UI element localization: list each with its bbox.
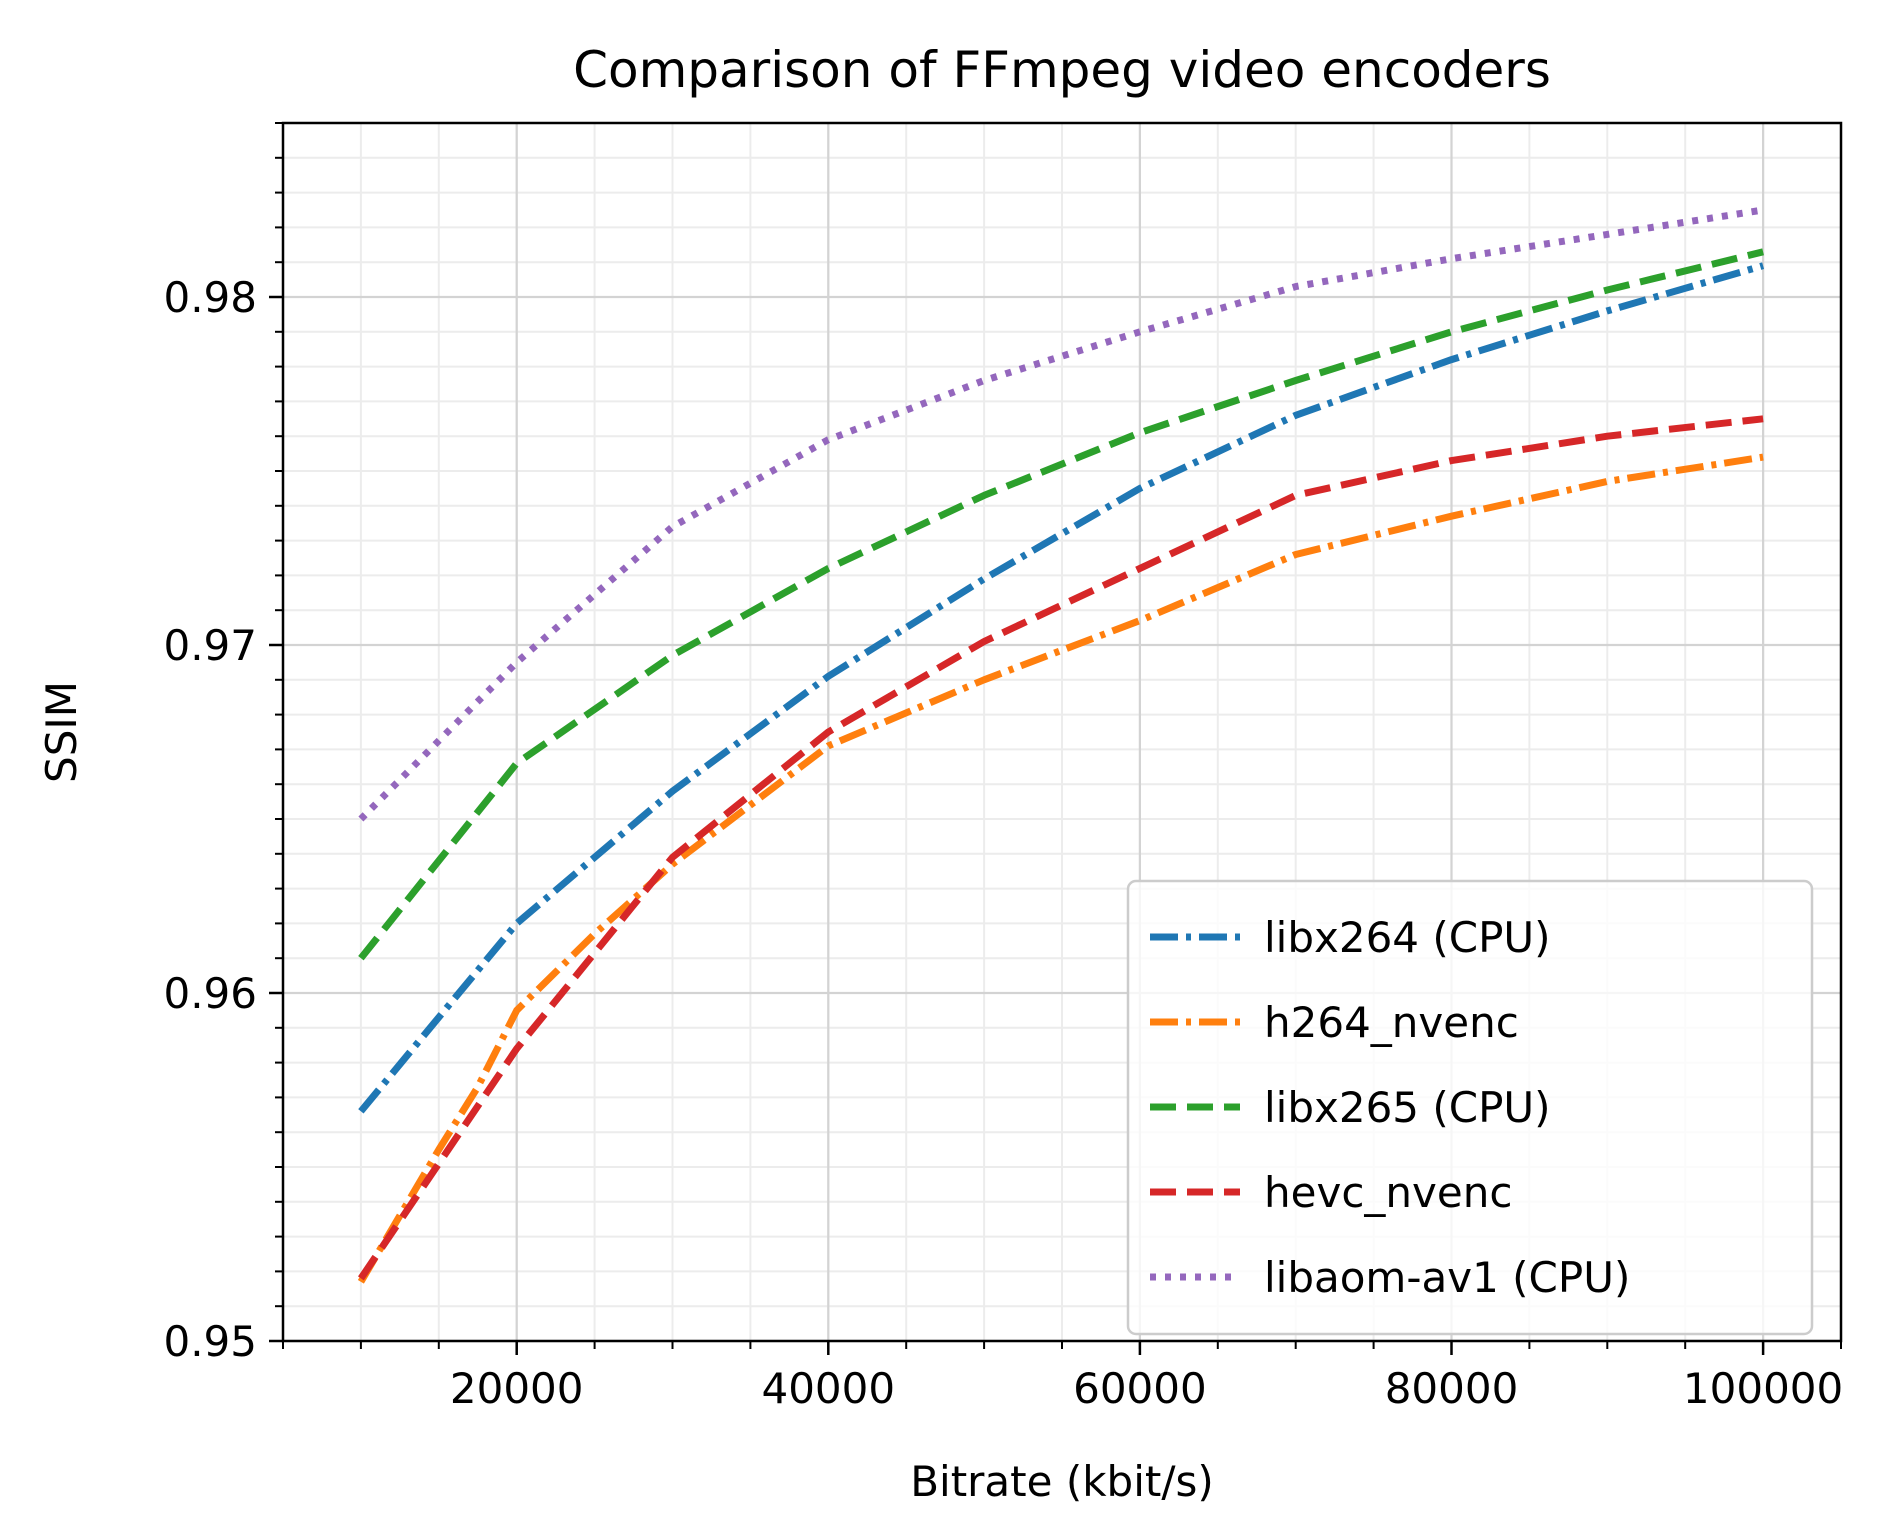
series-line-1 — [358, 262, 1765, 1114]
y-tick-label: 0.97 — [163, 621, 257, 670]
legend-box — [1126, 879, 1814, 1336]
y-tick-label: 0.96 — [163, 969, 257, 1018]
x-tick-label: 100000 — [1683, 1364, 1843, 1413]
series-lines — [357, 206, 1765, 1284]
y-axis-label: SSIM — [37, 681, 86, 783]
x-tick-label: 60000 — [1073, 1364, 1207, 1413]
y-tick-label: 0.98 — [163, 273, 257, 322]
x-tick-label: 40000 — [761, 1364, 895, 1413]
legend-label-1: libx264 (CPU) — [1264, 913, 1551, 962]
x-axis-label: Bitrate (kbit/s) — [910, 1457, 1214, 1506]
legend-label-3: libx265 (CPU) — [1264, 1083, 1551, 1132]
legend-label-4: hevc_nvenc — [1264, 1168, 1512, 1217]
axis-ticks: 20000 40000 60000 80000 100000 0.95 0.96 0.97 0.… — [163, 122, 1843, 1413]
series-line-2 — [357, 453, 1764, 1284]
chart-title: Comparison of FFmpeg video encoders — [573, 41, 1551, 99]
x-tick-label: 20000 — [450, 1364, 584, 1413]
legend: libx264 (CPU) h264_nvenc libx265 (CPU) hevc… — [1126, 879, 1814, 1336]
y-tick-label: 0.95 — [163, 1317, 257, 1366]
series-line-4 — [358, 415, 1764, 1281]
series-line-5 — [358, 206, 1764, 822]
legend-label-2: h264_nvenc — [1264, 998, 1519, 1047]
series-line-3 — [358, 248, 1764, 961]
legend-label-5: libaom-av1 (CPU) — [1264, 1253, 1630, 1302]
x-tick-label: 80000 — [1385, 1364, 1519, 1413]
